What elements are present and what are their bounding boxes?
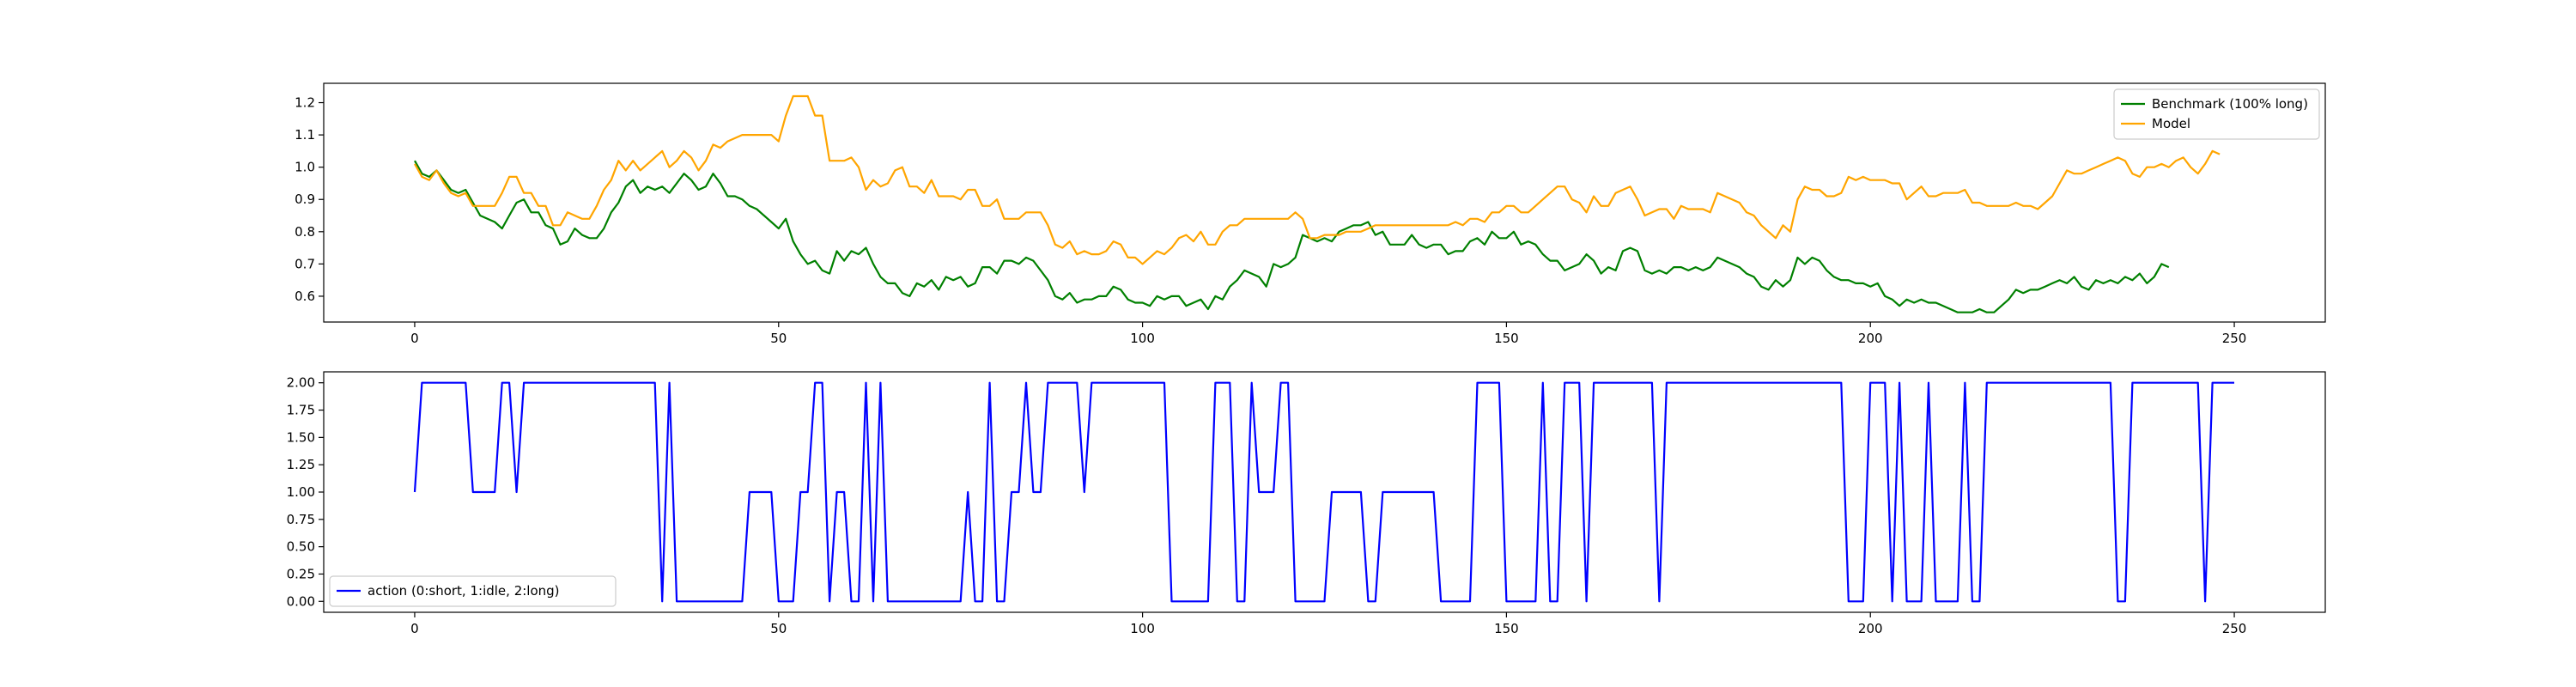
y-tick-label: 0.6 [295,289,315,304]
legend: Benchmark (100% long) Model [2113,88,2320,140]
x-tick-label: 150 [1494,331,1519,346]
x-tick-label: 50 [770,621,787,636]
y-tick-label: 0.25 [287,566,315,581]
legend-label: Model [2152,116,2190,131]
legend-frame [329,575,617,607]
x-tick-label: 0 [410,621,419,636]
price-chart-panel: 0 50 100 150 200 250 0.6 0.7 0.8 0.9 1.0 1.1 1.2 Benc… [295,82,2326,346]
plot-background [324,83,2325,322]
x-tick-label: 100 [1130,331,1155,346]
y-tick-label: 2.00 [287,375,315,391]
series-line-1 [414,94,2221,265]
x-tick-label: 0 [410,331,419,346]
legend-frame [2113,88,2320,140]
legend: action (0:short, 1:idle, 2:long) [329,575,617,607]
y-tick-label: 0.50 [287,539,315,555]
y-tick-label: 0.9 [295,192,315,207]
series-line-0 [413,381,2234,603]
y-tick-label: 1.2 [295,95,315,111]
x-tick-label: 150 [1494,621,1519,636]
plot-frame [323,82,2326,323]
x-tick-label: 200 [1858,331,1883,346]
x-tick-label: 250 [2222,331,2247,346]
y-tick-label: 1.75 [287,403,315,418]
series-line-0 [414,160,2170,313]
y-tick-label: 1.0 [295,160,315,175]
legend-label: action (0:short, 1:idle, 2:long) [368,583,560,599]
x-tick-label: 200 [1858,621,1883,636]
x-tick-label: 50 [770,331,787,346]
x-tick-label: 100 [1130,621,1155,636]
y-tick-label: 1.00 [287,484,315,500]
action-chart-panel: 0 50 100 150 200 250 0.00 0.25 0.50 0.75 1.00 1.25 1… [287,371,2326,636]
y-tick-label: 0.00 [287,593,315,609]
legend-label: Benchmark (100% long) [2152,96,2308,112]
y-tick-label: 0.7 [295,256,315,271]
y-tick-label: 0.8 [295,224,315,240]
plot-background [324,372,2325,612]
x-tick-label: 250 [2222,621,2247,636]
y-tick-label: 1.1 [295,127,315,143]
y-tick-label: 1.50 [287,429,315,445]
y-tick-label: 1.25 [287,457,315,472]
y-tick-label: 0.75 [287,512,315,527]
